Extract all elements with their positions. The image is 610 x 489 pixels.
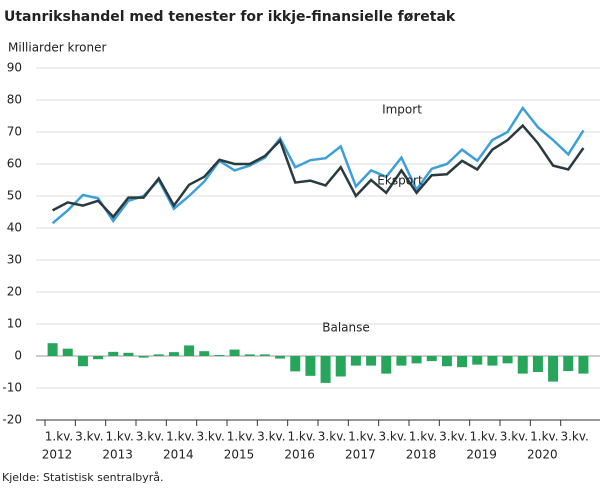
bar (578, 356, 589, 374)
source: Kjelde: Statistisk sentralbyrå. (2, 471, 164, 484)
bar (290, 356, 301, 372)
x-tick-label: 3.kv. (136, 430, 164, 444)
y-tick-label: -10 (2, 381, 22, 395)
x-tick-label: 1.kv. (287, 430, 315, 444)
x-tick-label: 1.kv. (530, 430, 558, 444)
y-axis-label: Milliarder kroner (8, 41, 106, 55)
y-tick-label: -20 (2, 413, 22, 427)
year-label: 2013 (102, 448, 133, 462)
bar (472, 356, 483, 365)
year-label: 2012 (42, 448, 73, 462)
bar (457, 356, 468, 368)
series-label: Import (382, 103, 422, 117)
year-label: 2015 (224, 448, 255, 462)
y-tick-label: 30 (7, 253, 22, 267)
year-label: 2019 (466, 448, 497, 462)
bar (305, 356, 316, 376)
x-tick-label: 1.kv. (166, 430, 194, 444)
y-tick-label: 10 (7, 317, 22, 331)
bar (532, 356, 543, 372)
year-label: 2018 (406, 448, 437, 462)
y-tick-label: 20 (7, 285, 22, 299)
x-tick-label: 3.kv. (318, 430, 346, 444)
x-tick-label: 1.kv. (409, 430, 437, 444)
x-tick-label: 3.kv. (75, 430, 103, 444)
x-tick-label: 3.kv. (560, 430, 588, 444)
bar (396, 356, 407, 366)
bar (441, 356, 452, 367)
bar (335, 356, 346, 377)
x-tick-label: 1.kv. (45, 430, 73, 444)
x-tick-label: 3.kv. (257, 430, 285, 444)
x-tick-label: 1.kv. (469, 430, 497, 444)
bar (366, 356, 377, 366)
bar (502, 356, 513, 364)
bar (548, 356, 559, 382)
x-tick-label: 3.kv. (378, 430, 406, 444)
bar (47, 343, 58, 356)
bar (275, 356, 286, 359)
bar (138, 356, 149, 358)
bar (168, 352, 179, 356)
y-tick-label: 90 (7, 61, 22, 75)
bar (229, 349, 240, 356)
bar (62, 348, 73, 356)
x-tick-label: 1.kv. (227, 430, 255, 444)
bar (320, 356, 331, 383)
y-tick-label: 70 (7, 125, 22, 139)
bar (381, 356, 392, 374)
x-tick-label: 3.kv. (196, 430, 224, 444)
chart-title: Utanrikshandel med tenester for ikkje-fi… (4, 9, 456, 25)
bar (487, 356, 498, 366)
line (51, 105, 585, 225)
bar (517, 356, 528, 374)
x-tick-label: 1.kv. (105, 430, 133, 444)
line (52, 123, 585, 219)
series-label: Balanse (322, 321, 370, 335)
year-label: 2017 (345, 448, 376, 462)
y-tick-label: 80 (7, 93, 22, 107)
y-tick-label: 60 (7, 157, 22, 171)
year-label: 2014 (163, 448, 194, 462)
bar (184, 345, 195, 356)
bar (244, 354, 255, 356)
x-tick-label: 3.kv. (439, 430, 467, 444)
bar (411, 356, 422, 364)
bar (199, 351, 210, 356)
y-tick-label: 50 (7, 189, 22, 203)
year-label: 2016 (284, 448, 315, 462)
bar (563, 356, 574, 372)
x-tick-label: 3.kv. (500, 430, 528, 444)
bar (426, 356, 437, 362)
bar (77, 356, 88, 367)
series-label: Eksport (377, 174, 423, 188)
y-tick-label: 0 (14, 349, 22, 363)
x-tick-label: 1.kv. (348, 430, 376, 444)
bar (350, 356, 361, 366)
bar (259, 354, 270, 356)
bar (93, 356, 104, 360)
year-label: 2020 (527, 448, 558, 462)
bar (214, 355, 225, 356)
bar (153, 354, 164, 356)
y-tick-label: 40 (7, 221, 22, 235)
bar (123, 352, 134, 356)
bar (108, 351, 119, 356)
